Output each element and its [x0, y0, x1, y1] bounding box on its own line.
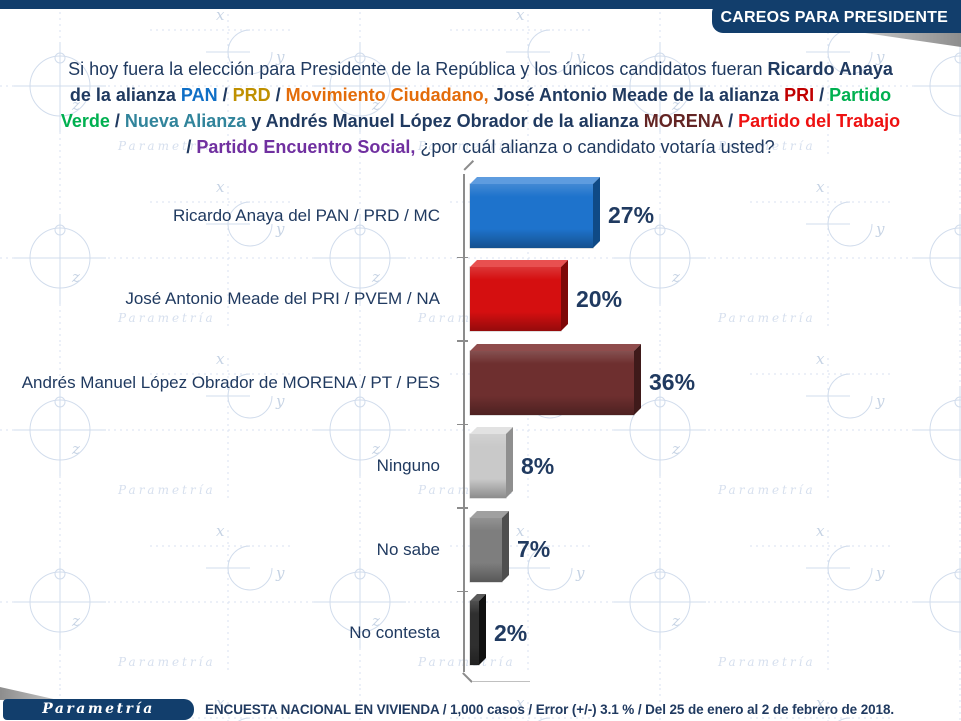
chart-row: Andrés Manuel López Obrador de MORENA / … [0, 341, 961, 425]
survey-question: Si hoy fuera la elección para Presidente… [28, 56, 933, 160]
question-segment: Movimiento Ciudadano, [285, 85, 489, 105]
category-label: Ninguno [376, 456, 440, 476]
question-segment: / [217, 85, 233, 105]
chart-axis [463, 174, 465, 672]
question-segment: PAN [180, 85, 218, 105]
chart-axis-top-stub [463, 160, 474, 171]
category-label: José Antonio Meade del PRI / PVEM / NA [125, 289, 440, 309]
axis-tick [457, 507, 468, 509]
category-label: No contesta [349, 623, 440, 643]
question-segment: / [270, 85, 286, 105]
bar-5 [470, 517, 502, 582]
value-label: 2% [494, 619, 528, 646]
bar-4 [470, 434, 506, 499]
value-label: 27% [608, 202, 655, 229]
header-fold-decoration [865, 33, 961, 47]
question-segment: PRD [232, 85, 271, 105]
question-segment: de la alianza [69, 85, 181, 105]
bar-3 [470, 350, 634, 415]
parametria-logo: Parametría [3, 699, 194, 720]
category-label: Andrés Manuel López Obrador de MORENA / … [21, 372, 440, 392]
question-segment: Partido Encuentro Social, [196, 137, 416, 157]
value-label: 8% [521, 452, 555, 479]
question-segment: Nueva Alianza [124, 111, 247, 131]
question-segment: Verde [60, 111, 110, 131]
bar-1 [470, 183, 593, 248]
category-label: Ricardo Anaya del PAN / PRD / MC [172, 205, 440, 225]
header-title-box: CAREOS PARA PRESIDENTE [712, 2, 961, 33]
question-segment: Partido [829, 85, 892, 105]
category-label: No sabe [376, 539, 440, 559]
question-segment: / [109, 111, 125, 131]
question-segment: y Andrés Manuel López Obrador de la alia… [246, 111, 644, 131]
chart-row: No contesta 2% [0, 592, 961, 676]
question-segment: Ricardo Anaya [767, 59, 893, 79]
question-segment: / [723, 111, 739, 131]
question-segment: Partido del Trabajo [738, 111, 901, 131]
axis-tick [457, 256, 468, 258]
question-segment: / [186, 137, 197, 157]
question-segment: Si hoy fuera la elección para Presidente… [68, 59, 768, 79]
bar-2 [470, 267, 561, 332]
chart-axis-floor-line [472, 681, 530, 682]
survey-methodology-note: ENCUESTA NACIONAL EN VIVIENDA / 1,000 ca… [205, 702, 895, 717]
chart-row: Ninguno 8% [0, 425, 961, 509]
value-label: 36% [649, 369, 696, 396]
chart-row: José Antonio Meade del PRI / PVEM / NA 20… [0, 258, 961, 342]
question-segment: / [814, 85, 830, 105]
value-label: 20% [576, 285, 623, 312]
question-segment: MORENA [643, 111, 724, 131]
question-segment: ¿por cuál alianza o candidato votaría us… [415, 137, 775, 157]
chart-row: Ricardo Anaya del PAN / PRD / MC 27% [0, 174, 961, 258]
question-segment: José Antonio Meade de la alianza [488, 85, 785, 105]
question-segment: PRI [784, 85, 815, 105]
bar-6 [470, 601, 479, 666]
axis-tick [457, 590, 468, 592]
value-label: 7% [517, 536, 551, 563]
axis-tick [457, 340, 468, 342]
chart-row: No sabe 7% [0, 508, 961, 592]
bar-chart: Ricardo Anaya del PAN / PRD / MC 27% José … [0, 160, 961, 683]
page-title: CAREOS PARA PRESIDENTE [720, 9, 948, 26]
axis-tick [457, 423, 468, 425]
header-strip [0, 0, 961, 9]
